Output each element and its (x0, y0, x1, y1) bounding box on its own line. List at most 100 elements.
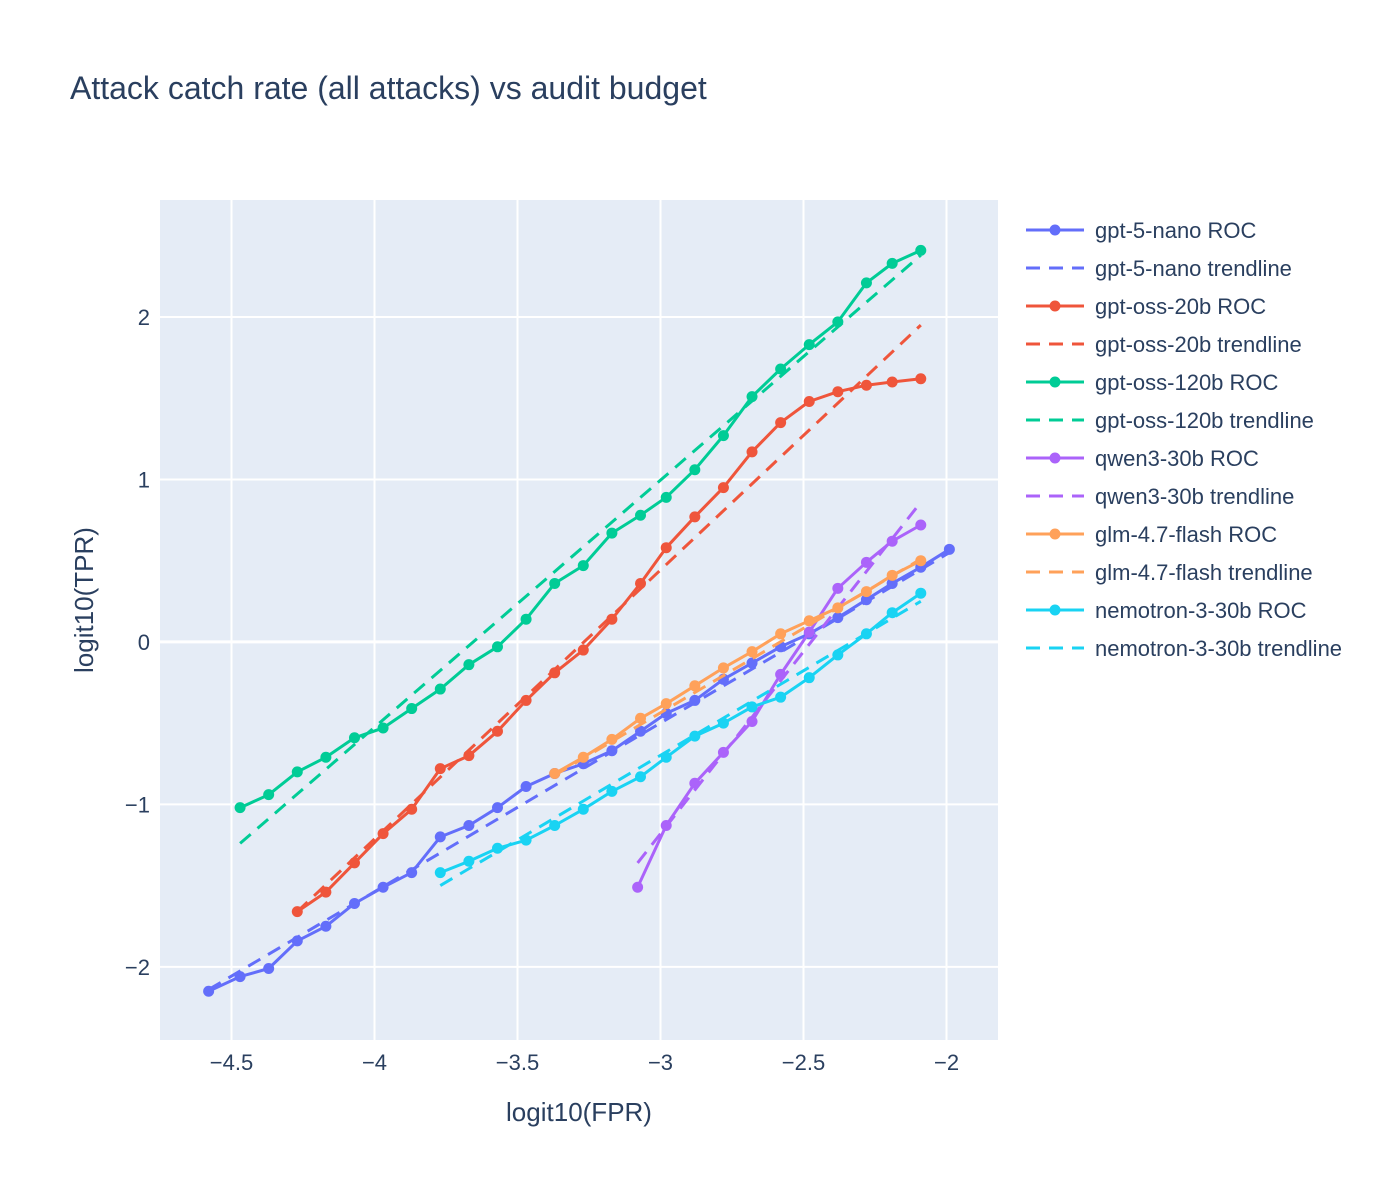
x-tick-label: −4 (362, 1050, 387, 1075)
data-point (660, 542, 672, 554)
legend-marker (1049, 452, 1061, 464)
legend-label: glm-4.7-flash trendline (1095, 560, 1313, 585)
legend-marker (1049, 224, 1061, 236)
data-point (320, 886, 332, 898)
legend-item-gpt-5-nano-roc[interactable]: gpt-5-nano ROC (1026, 218, 1257, 243)
data-point (463, 659, 475, 671)
legend-item-glm-4-7-flash-trendline[interactable]: glm-4.7-flash trendline (1026, 560, 1313, 585)
data-point (860, 586, 872, 598)
legend-marker (1049, 604, 1061, 616)
data-point (886, 257, 898, 269)
data-point (915, 587, 927, 599)
legend-item-gpt-oss-20b-roc[interactable]: gpt-oss-20b ROC (1026, 294, 1266, 319)
legend-label: nemotron-3-30b ROC (1095, 598, 1307, 623)
data-point (606, 733, 618, 745)
legend-item-nemotron-3-30b-roc[interactable]: nemotron-3-30b ROC (1026, 598, 1307, 623)
gridlines (160, 200, 998, 1040)
data-point (832, 582, 844, 594)
data-point (717, 482, 729, 494)
data-point (886, 577, 898, 589)
data-point (577, 560, 589, 572)
series-gpt-oss-20b-roc (291, 373, 927, 918)
data-point (860, 277, 872, 289)
legend-label: gpt-oss-20b ROC (1095, 294, 1266, 319)
legend-item-qwen3-30b-trendline[interactable]: qwen3-30b trendline (1026, 484, 1294, 509)
legend-item-gpt-5-nano-trendline[interactable]: gpt-5-nano trendline (1026, 256, 1292, 281)
data-point (549, 577, 561, 589)
data-point (634, 771, 646, 783)
series-lines (203, 244, 955, 997)
data-point (660, 491, 672, 503)
data-point (263, 789, 275, 801)
data-point (632, 881, 644, 893)
y-tick-label: 1 (138, 467, 150, 492)
legend-item-gpt-oss-120b-roc[interactable]: gpt-oss-120b ROC (1026, 370, 1279, 395)
data-point (860, 379, 872, 391)
legend-item-qwen3-30b-roc[interactable]: qwen3-30b ROC (1026, 446, 1259, 471)
x-tick-label: −3.5 (496, 1050, 539, 1075)
data-point (717, 662, 729, 674)
trendline-nemotron-3-30b-trendline (439, 600, 922, 887)
data-point (577, 803, 589, 815)
x-tick-label: −2.5 (782, 1050, 825, 1075)
data-point (860, 556, 872, 568)
data-point (491, 641, 503, 653)
data-point (775, 628, 787, 640)
data-point (746, 446, 758, 458)
data-point (803, 339, 815, 351)
legend-label: gpt-oss-120b ROC (1095, 370, 1279, 395)
data-point (803, 626, 815, 638)
data-point (689, 680, 701, 692)
data-point (775, 417, 787, 429)
legend-item-gpt-oss-120b-trendline[interactable]: gpt-oss-120b trendline (1026, 408, 1314, 433)
data-point (577, 644, 589, 656)
series-nemotron-3-30b-trendline (439, 600, 922, 887)
data-point (634, 725, 646, 737)
legend-label: gpt-oss-120b trendline (1095, 408, 1314, 433)
data-point (660, 698, 672, 710)
y-tick-label: 0 (138, 630, 150, 655)
legend-item-gpt-oss-20b-trendline[interactable]: gpt-oss-20b trendline (1026, 332, 1302, 357)
data-point (263, 963, 275, 975)
chart-title: Attack catch rate (all attacks) vs audit… (70, 70, 707, 106)
data-point (406, 703, 418, 715)
legend-marker (1049, 300, 1061, 312)
legend-label: gpt-oss-20b trendline (1095, 332, 1302, 357)
legend-label: qwen3-30b ROC (1095, 446, 1259, 471)
data-point (746, 716, 758, 728)
legend-item-nemotron-3-30b-trendline[interactable]: nemotron-3-30b trendline (1026, 636, 1342, 661)
data-point (606, 613, 618, 625)
data-point (634, 509, 646, 521)
y-tick-labels: −2 −1 0 1 2 (125, 305, 150, 980)
data-point (520, 613, 532, 625)
legend-label: glm-4.7-flash ROC (1095, 522, 1277, 547)
data-point (746, 657, 758, 669)
data-point (832, 612, 844, 624)
data-point (886, 607, 898, 619)
x-axis-title: logit10(FPR) (506, 1097, 652, 1127)
data-point (746, 646, 758, 658)
legend-item-glm-4-7-flash-roc[interactable]: glm-4.7-flash ROC (1026, 522, 1277, 547)
series-qwen3-30b-roc (632, 519, 927, 893)
data-point (434, 867, 446, 879)
x-tick-labels: −4.5 −4 −3.5 −3 −2.5 −2 (210, 1050, 959, 1075)
data-point (832, 649, 844, 661)
data-point (377, 828, 389, 840)
data-point (348, 732, 360, 744)
trendline-gpt-oss-120b-trendline (239, 254, 922, 845)
data-point (520, 781, 532, 793)
data-point (463, 820, 475, 832)
data-point (832, 386, 844, 398)
data-point (406, 803, 418, 815)
x-tick-label: −2 (934, 1050, 959, 1075)
series-nemotron-3-30b-roc (434, 587, 927, 879)
legend-marker (1049, 376, 1061, 388)
plot-area (160, 200, 998, 1040)
data-point (689, 464, 701, 476)
y-tick-label: 2 (138, 305, 150, 330)
data-point (606, 785, 618, 797)
legend[interactable]: gpt-5-nano ROC gpt-5-nano trendline gpt-os… (1026, 218, 1342, 661)
data-point (634, 712, 646, 724)
data-point (434, 763, 446, 775)
legend-label: gpt-5-nano trendline (1095, 256, 1292, 281)
